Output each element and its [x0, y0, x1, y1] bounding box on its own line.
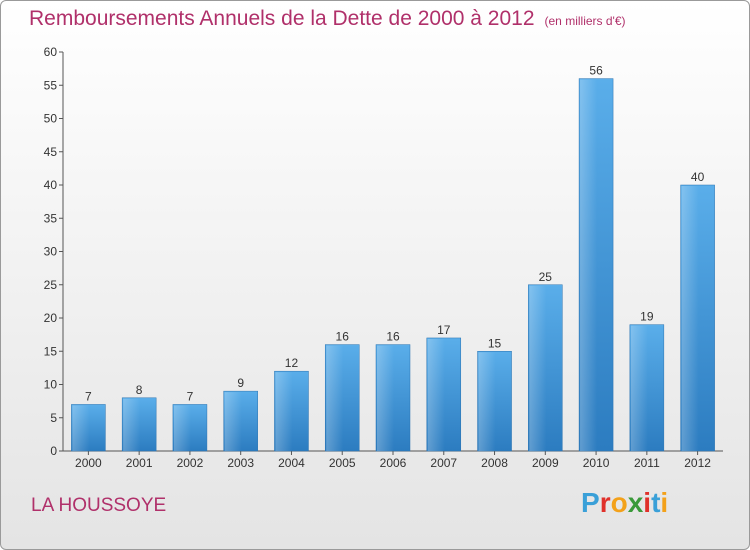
y-tick-label: 25	[44, 278, 58, 292]
bar-value-label: 17	[437, 323, 451, 337]
bar-highlight	[630, 325, 648, 451]
x-tick-label: 2010	[583, 456, 610, 470]
bar-highlight	[478, 352, 496, 451]
bar-highlight	[123, 398, 141, 451]
chart-title-text: Remboursements Annuels de la Dette de 20…	[29, 7, 535, 30]
y-tick-label: 60	[44, 45, 58, 59]
bar-highlight	[377, 345, 394, 451]
bar-value-label: 19	[640, 310, 654, 324]
bar-value-label: 12	[285, 356, 299, 370]
bar-value-label: 16	[386, 330, 400, 344]
chart-subtitle: (en milliers d'€)	[544, 14, 626, 28]
y-tick-label: 0	[50, 444, 57, 458]
bar-value-label: 15	[488, 336, 502, 350]
y-tick-label: 15	[44, 344, 58, 358]
x-tick-label: 2012	[684, 456, 711, 470]
bar-highlight	[681, 186, 699, 451]
y-tick-label: 5	[50, 411, 57, 425]
chart-bars: 7 8 7 9 12 16 16 17 15 25 56 19 40	[71, 64, 715, 452]
x-tick-label: 2011	[634, 456, 660, 470]
y-tick-label: 45	[44, 145, 58, 159]
proxiti-logo: Proxiti	[581, 487, 669, 518]
x-tick-label: 2002	[177, 456, 204, 470]
bar-value-label: 25	[539, 270, 553, 284]
bar-value-label: 16	[336, 330, 350, 344]
x-tick-label: 2005	[329, 456, 356, 470]
bar-highlight	[580, 79, 598, 451]
x-tick-label: 2001	[126, 456, 153, 470]
x-tick-label: 2004	[278, 456, 305, 470]
y-tick-label: 40	[44, 178, 58, 192]
y-tick-label: 35	[44, 211, 58, 225]
bar-highlight	[275, 372, 293, 451]
bar-highlight	[72, 405, 90, 451]
bar-highlight	[326, 345, 344, 451]
x-tick-label: 2008	[481, 456, 508, 470]
x-tick-label: 2000	[75, 456, 102, 470]
x-tick-label: 2009	[532, 456, 559, 470]
bar-value-label: 40	[691, 170, 705, 184]
bar-highlight	[173, 405, 191, 451]
y-tick-label: 55	[44, 78, 58, 92]
bar-value-label: 9	[237, 376, 244, 390]
location-name: LA HOUSSOYE	[31, 495, 167, 516]
y-tick-label: 10	[44, 378, 58, 392]
bar-value-label: 8	[136, 383, 143, 397]
bar-highlight	[427, 338, 445, 451]
y-tick-label: 30	[44, 245, 58, 259]
y-tick-label: 50	[44, 112, 58, 126]
chart-title: Remboursements Annuels de la Dette de 20…	[29, 7, 626, 31]
bar-value-label: 56	[589, 64, 603, 78]
bar-value-label: 7	[187, 389, 194, 403]
bar-highlight	[529, 285, 547, 451]
x-tick-label: 2007	[430, 456, 457, 470]
y-tick-label: 20	[44, 311, 58, 325]
x-tick-label: 2006	[380, 456, 407, 470]
bar-value-label: 7	[85, 389, 92, 403]
bar-highlight	[224, 392, 242, 451]
x-tick-label: 2003	[227, 456, 254, 470]
